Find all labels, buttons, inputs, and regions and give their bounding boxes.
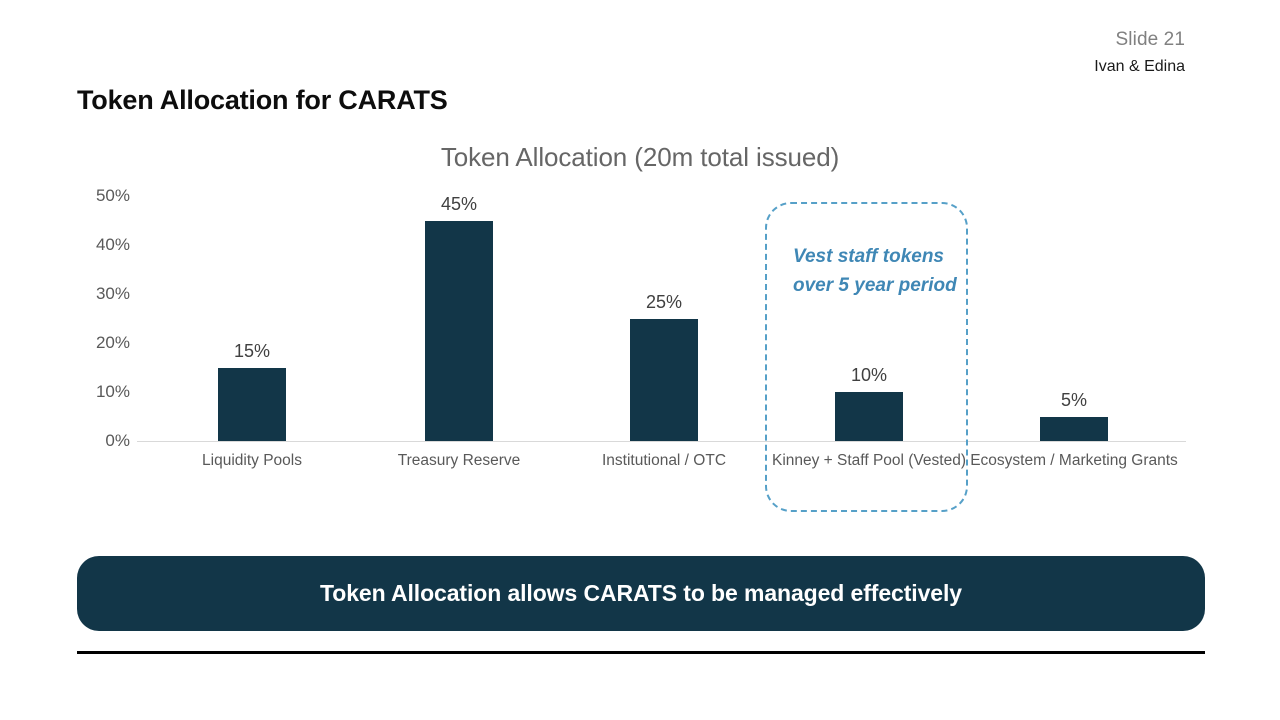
x-axis-line — [137, 441, 1186, 442]
footer-divider — [77, 651, 1205, 654]
token-allocation-chart: Token Allocation (20m total issued) 0% 1… — [0, 130, 1280, 530]
y-axis-tick: 0% — [105, 431, 130, 450]
bar-column: 10% — [765, 181, 973, 441]
x-axis-category-label: Treasury Reserve — [397, 452, 521, 469]
y-axis-tick: 20% — [95, 333, 130, 352]
bar-value-label: 10% — [850, 365, 888, 385]
y-axis-tick: 30% — [95, 284, 130, 303]
bar-column: 15% — [148, 181, 356, 441]
vesting-callout-text: Vest staff tokens over 5 year period — [793, 246, 957, 296]
chart-title: Token Allocation (20m total issued) — [440, 142, 840, 172]
bar-value-label: 5% — [1060, 389, 1087, 410]
summary-banner: Token Allocation allows CARATS to be man… — [77, 556, 1205, 631]
bar-column: 5% — [970, 181, 1178, 441]
page-title: Token Allocation for CARATS — [77, 85, 448, 115]
x-axis-category-label: Liquidity Pools — [202, 452, 302, 469]
x-axis-category-label: Institutional / OTC — [601, 452, 727, 469]
bar-value-label: 25% — [645, 291, 683, 312]
slide-number: Slide 21 — [1115, 29, 1185, 50]
summary-banner-text: Token Allocation allows CARATS to be man… — [320, 580, 962, 606]
chart-plot-area: 0% 10% 20% 30% 40% 50% 15% 45% 25% 10% — [0, 130, 1280, 530]
y-axis-tick: 40% — [95, 235, 130, 254]
bar-value-label: 15% — [233, 340, 271, 361]
x-axis-category-label: Kinney + Staff Pool (Vested) — [771, 452, 966, 469]
bar — [425, 220, 493, 441]
authors-label: Ivan & Edina — [1094, 58, 1185, 75]
bar-column: 45% — [355, 181, 563, 441]
bar — [218, 367, 286, 441]
bar — [835, 392, 903, 441]
bar-value-label: 45% — [440, 193, 478, 214]
bar — [630, 318, 698, 441]
bar — [1040, 416, 1108, 441]
bar-column: 25% — [560, 181, 768, 441]
y-axis-tick: 10% — [95, 382, 130, 401]
x-axis-category-label: Ecosystem / Marketing Grants — [970, 452, 1178, 469]
y-axis-tick: 50% — [95, 186, 130, 205]
